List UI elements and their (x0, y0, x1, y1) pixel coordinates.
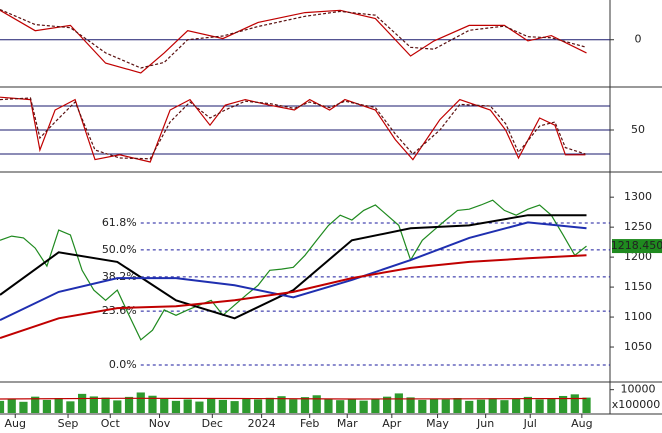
volume-bar (242, 399, 251, 413)
series-line (0, 8, 587, 69)
volume-bar (31, 396, 40, 413)
volume-bar (418, 399, 427, 413)
volume-bar (300, 397, 310, 413)
volume-bar (394, 393, 403, 413)
volume-bar (7, 398, 16, 413)
last-price-label: 1218.450 (611, 239, 662, 252)
volume-bar (547, 398, 556, 413)
volume-bar (289, 399, 298, 413)
volume-bar (336, 400, 345, 413)
volume-bar (558, 395, 568, 413)
x-tick-label: Oct (101, 417, 121, 430)
volume-bar (488, 398, 497, 413)
volume-bar (171, 400, 181, 413)
volume-bar (359, 400, 368, 413)
x-tick-label: Dec (202, 417, 223, 430)
volume-bar (148, 395, 157, 413)
volume-bar (0, 400, 5, 413)
volume-bar (406, 397, 415, 413)
last-price-box (612, 239, 662, 254)
fib-label: 61.8% (102, 216, 137, 229)
volume-bar (66, 401, 75, 413)
x-tick-label: Mar (337, 417, 358, 430)
volume-bar (465, 400, 474, 413)
volume-bar (113, 400, 122, 413)
volume-bar (230, 401, 239, 413)
y-tick-label: 1200 (624, 250, 652, 263)
series-line (0, 96, 586, 163)
unit-label: x100000 (612, 398, 661, 411)
series-line (0, 199, 587, 341)
series-line (0, 221, 587, 322)
volume-bar (277, 396, 286, 413)
series-line (0, 254, 587, 339)
series-line (0, 97, 586, 160)
volume-bar (441, 399, 450, 413)
series-line (0, 214, 587, 320)
x-tick-label: Feb (300, 417, 319, 430)
y-tick-label: 50 (631, 123, 645, 136)
volume-bar (570, 394, 579, 413)
volume-bar (183, 399, 192, 413)
volume-bar (207, 398, 216, 413)
volume-bar (124, 396, 134, 413)
volume-bar (218, 399, 227, 413)
x-tick-label: Aug (5, 417, 26, 430)
volume-bar (476, 399, 486, 413)
x-tick-label: Aug (571, 417, 592, 430)
volume-bar (89, 396, 98, 413)
volume-bar (371, 399, 380, 413)
fib-label: 0.0% (109, 358, 137, 371)
volume-bar (160, 399, 169, 413)
volume-bar (195, 401, 204, 413)
volume-bar (523, 396, 532, 413)
volume-bar (19, 401, 28, 413)
y-tick-label: 1100 (624, 310, 652, 323)
volume-bar (383, 396, 392, 413)
volume-bar (512, 399, 521, 413)
volume-bar (324, 398, 333, 413)
y-tick-label: 0 (635, 33, 642, 46)
x-tick-label: 2024 (248, 417, 276, 430)
x-tick-label: Sep (58, 417, 79, 430)
series-line (0, 397, 587, 400)
volume-bar (42, 399, 52, 413)
volume-bar (101, 397, 110, 413)
x-tick-label: Jul (523, 417, 537, 430)
volume-bar (136, 392, 145, 413)
y-tick-label: 1150 (624, 280, 652, 293)
volume-bar (253, 399, 263, 413)
y-tick-label: 1050 (624, 340, 652, 353)
y-tick-label: 10000 (621, 383, 656, 396)
fib-label: 50.0% (102, 243, 137, 256)
x-tick-label: May (426, 417, 449, 430)
volume-bar (535, 399, 544, 413)
y-tick-label: 1250 (624, 220, 652, 233)
volume-bar (54, 398, 63, 413)
volume-bar (582, 397, 591, 413)
x-tick-label: Jun (476, 417, 494, 430)
volume-bar (78, 393, 87, 413)
volume-bar (453, 398, 462, 413)
y-tick-label: 1300 (624, 190, 652, 203)
volume-bar (429, 398, 439, 413)
series-line (0, 9, 587, 74)
volume-bar (500, 400, 509, 413)
x-tick-label: Apr (382, 417, 402, 430)
volume-bar (312, 395, 321, 413)
volume-bar (265, 397, 274, 413)
volume-bar (347, 398, 357, 413)
x-tick-label: Nov (149, 417, 171, 430)
